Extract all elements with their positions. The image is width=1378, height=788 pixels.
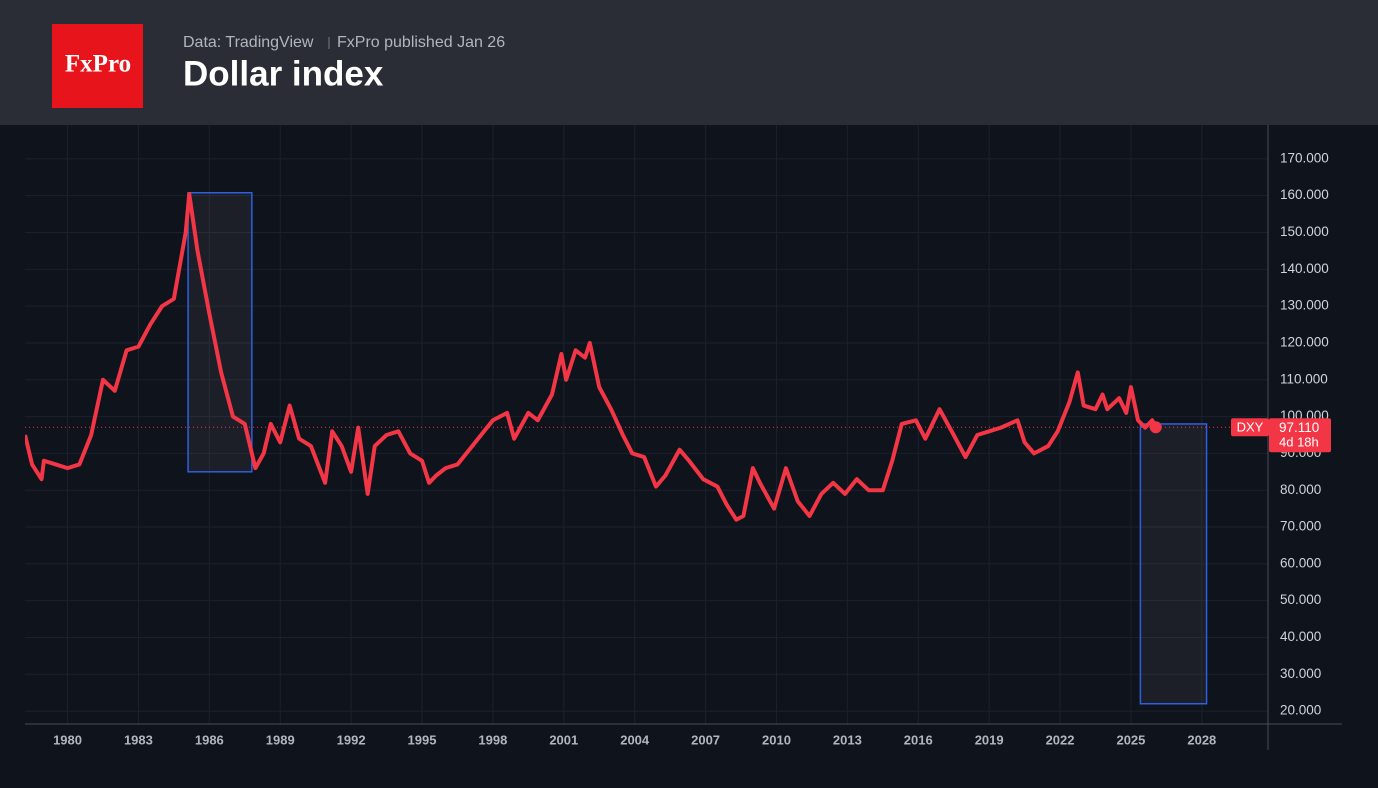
y-tick-label: 170.000 (1280, 150, 1329, 165)
x-tick-label: 1983 (124, 732, 153, 747)
y-tick-label: 110.000 (1280, 371, 1328, 386)
line (25, 191, 1158, 522)
x-tick-label: 1980 (53, 732, 82, 747)
x-tick-label: 2016 (904, 732, 933, 747)
x-tick-label: 2001 (549, 732, 578, 747)
y-tick-label: 40.000 (1280, 629, 1321, 644)
highlight-box (187, 191, 253, 473)
series-name: DXY (1237, 420, 1264, 435)
y-tick-label: 150.000 (1280, 224, 1329, 239)
logo-text: FxPro (65, 51, 131, 78)
x-tick-label: 2025 (1116, 732, 1145, 747)
y-tick-label: 30.000 (1280, 666, 1321, 681)
x-tick-label: 2007 (691, 732, 720, 747)
y-tick-label: 120.000 (1280, 335, 1329, 350)
x-tick-label: 1998 (478, 732, 507, 747)
source: Data: TradingView (183, 34, 314, 51)
x-tick-label: 2028 (1187, 732, 1216, 747)
x-tick-label: 2022 (1046, 732, 1075, 747)
y-tick-label: 20.000 (1280, 703, 1321, 718)
subtitle: FxPro published Jan 26 (337, 34, 505, 51)
logo (52, 24, 143, 108)
x-tick-label: 2010 (762, 732, 791, 747)
name-tag (1231, 418, 1269, 437)
y-tick-label: 160.000 (1280, 187, 1329, 202)
last-price: 97.110 (1279, 420, 1319, 435)
price-tag (1269, 418, 1331, 453)
x-tick-label: 1995 (408, 732, 437, 747)
x-tick-label: 1992 (337, 732, 366, 747)
header (0, 0, 1378, 125)
y-tick-label: 140.000 (1280, 261, 1329, 276)
countdown: 4d 18h (1279, 435, 1319, 450)
y-tick-label: 60.000 (1280, 555, 1321, 570)
x-tick-label: 2004 (620, 732, 650, 747)
x-tick-label: 1989 (266, 732, 295, 747)
y-tick-label: 70.000 (1280, 519, 1321, 534)
x-tick-label: 2019 (975, 732, 1004, 747)
x-tick-label: 1986 (195, 732, 224, 747)
y-tick-label: 80.000 (1280, 482, 1321, 497)
y-tick-label: 130.000 (1280, 298, 1329, 313)
y-tick-label: 50.000 (1280, 592, 1321, 607)
highlight-box (1139, 423, 1208, 705)
axes: 20.000 30.000 40.000 50.000 60.000 70.000 80.0… (53, 150, 1331, 747)
grid (25, 125, 1268, 724)
chart-title: Dollar index (183, 54, 384, 93)
x-tick-label: 2013 (833, 732, 862, 747)
last-point (1149, 421, 1162, 434)
plot (25, 191, 1268, 705)
